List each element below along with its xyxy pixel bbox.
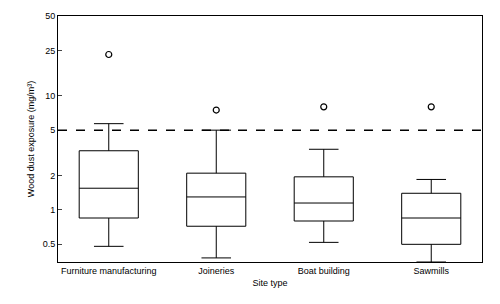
svg-text:2: 2 [50, 171, 55, 181]
svg-text:1: 1 [50, 205, 55, 215]
svg-text:Sawmills: Sawmills [413, 266, 449, 276]
svg-text:10: 10 [45, 91, 55, 101]
svg-text:Wood dust exposure (mg/m³): Wood dust exposure (mg/m³) [26, 81, 36, 197]
svg-text:Site type: Site type [252, 278, 287, 288]
svg-text:Furniture manufacturing: Furniture manufacturing [61, 266, 157, 276]
svg-text:5: 5 [50, 125, 55, 135]
svg-text:50: 50 [45, 11, 55, 21]
svg-text:Boat building: Boat building [298, 266, 350, 276]
svg-text:Joineries: Joineries [198, 266, 235, 276]
svg-text:25: 25 [45, 46, 55, 56]
svg-text:0.5: 0.5 [43, 239, 56, 249]
